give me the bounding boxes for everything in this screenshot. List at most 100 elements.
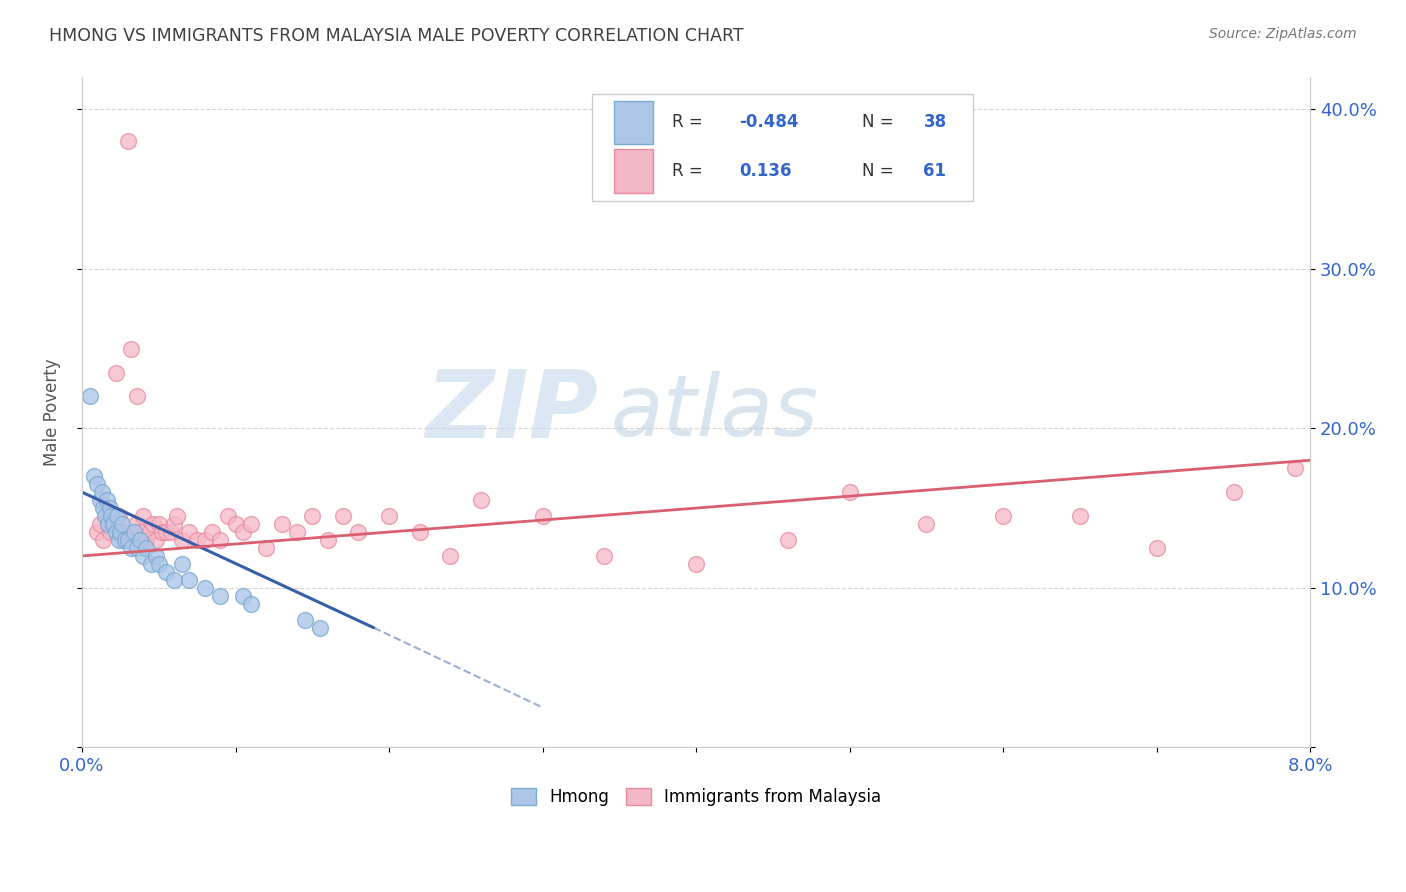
Point (120, 342, 142, 356)
Point (138, 524, 160, 539)
Point (98, 524, 121, 539)
Text: 0.136: 0.136 (740, 162, 792, 180)
Point (194, 533, 217, 547)
Point (90, 485, 112, 500)
Text: Source: ZipAtlas.com: Source: ZipAtlas.com (1209, 27, 1357, 41)
Point (145, 549, 167, 563)
Text: R =: R = (672, 162, 707, 180)
Point (86, 477, 108, 491)
Text: N =: N = (862, 113, 898, 131)
Point (270, 516, 292, 531)
Point (83, 469, 105, 483)
Point (86, 524, 108, 539)
Point (93, 533, 115, 547)
Point (179, 524, 201, 539)
Text: N =: N = (862, 162, 898, 180)
Point (98, 501, 121, 516)
Point (107, 509, 129, 524)
Point (378, 509, 401, 524)
Point (107, 533, 129, 547)
Point (132, 509, 155, 524)
Point (531, 509, 554, 524)
Point (110, 524, 132, 539)
Text: ZIP: ZIP (425, 367, 598, 458)
Point (179, 573, 201, 587)
Point (685, 557, 707, 571)
Point (142, 516, 165, 531)
Text: atlas: atlas (610, 371, 818, 454)
Point (194, 581, 217, 595)
Point (239, 516, 262, 531)
Legend: Hmong, Immigrants from Malaysia: Hmong, Immigrants from Malaysia (505, 781, 889, 813)
Point (239, 597, 262, 611)
Point (96, 493, 118, 508)
Point (145, 533, 167, 547)
Point (347, 524, 370, 539)
Point (232, 589, 254, 603)
FancyBboxPatch shape (614, 150, 654, 193)
Point (96, 509, 118, 524)
Point (409, 524, 432, 539)
Point (112, 533, 135, 547)
Point (122, 524, 145, 539)
Point (155, 565, 177, 579)
Point (254, 541, 277, 555)
Point (129, 533, 152, 547)
Point (170, 533, 193, 547)
Y-axis label: Male Poverty: Male Poverty (44, 359, 60, 467)
Point (316, 533, 339, 547)
Point (114, 533, 136, 547)
Point (79, 389, 101, 403)
Point (132, 549, 155, 563)
Point (1284, 461, 1306, 475)
Point (104, 366, 127, 380)
Point (332, 509, 354, 524)
Point (135, 541, 157, 555)
Point (100, 509, 122, 524)
Point (593, 549, 616, 563)
Point (135, 533, 157, 547)
Point (117, 533, 139, 547)
Point (294, 613, 316, 627)
Point (778, 533, 800, 547)
Point (170, 557, 193, 571)
Point (163, 573, 186, 587)
FancyBboxPatch shape (614, 101, 654, 145)
Point (115, 524, 138, 539)
Point (94, 509, 117, 524)
Point (104, 524, 127, 539)
Text: R =: R = (672, 113, 707, 131)
Point (915, 516, 938, 531)
Point (470, 493, 492, 508)
Point (89, 493, 111, 508)
Text: HMONG VS IMMIGRANTS FROM MALAYSIA MALE POVERTY CORRELATION CHART: HMONG VS IMMIGRANTS FROM MALAYSIA MALE P… (49, 27, 744, 45)
Point (439, 549, 461, 563)
Point (97, 516, 120, 531)
Point (111, 516, 134, 531)
Point (148, 516, 170, 531)
Point (101, 516, 124, 531)
Point (155, 524, 177, 539)
Point (838, 485, 860, 500)
Point (148, 557, 170, 571)
Point (1222, 485, 1244, 500)
Point (163, 516, 186, 531)
Point (166, 509, 188, 524)
Point (93, 501, 115, 516)
Point (127, 541, 149, 555)
Text: -0.484: -0.484 (740, 113, 799, 131)
Point (122, 524, 145, 539)
Point (105, 509, 128, 524)
Point (101, 516, 124, 531)
Point (150, 524, 173, 539)
Point (285, 524, 308, 539)
Point (201, 524, 224, 539)
Point (309, 621, 332, 635)
Point (217, 509, 239, 524)
Point (1146, 541, 1168, 555)
Point (125, 516, 148, 531)
Text: 38: 38 (924, 113, 946, 131)
Point (301, 509, 323, 524)
Point (1069, 509, 1091, 524)
Point (186, 533, 208, 547)
